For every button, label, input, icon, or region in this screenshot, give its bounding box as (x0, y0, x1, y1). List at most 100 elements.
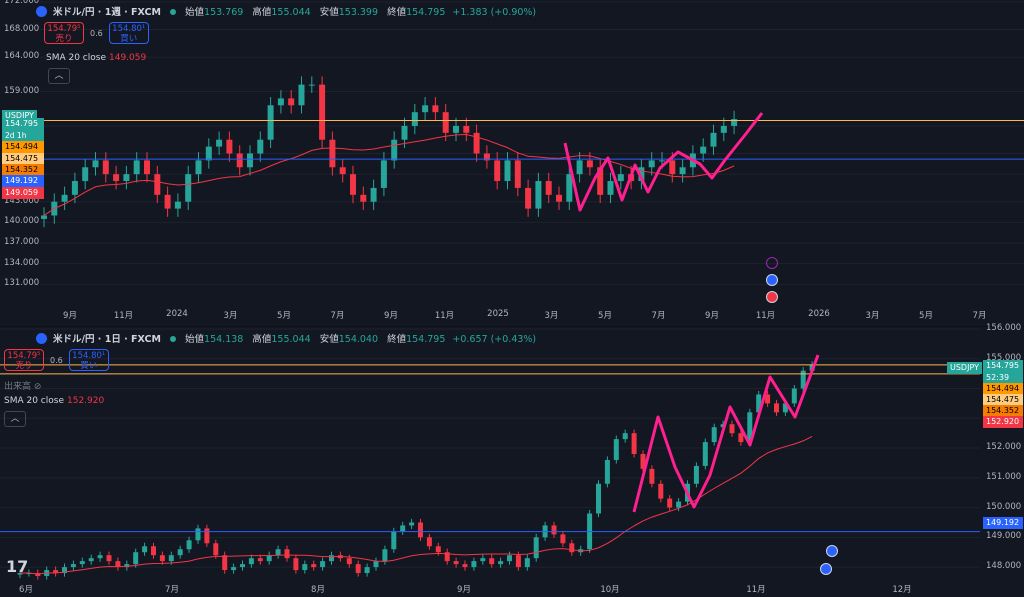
candle-body (489, 558, 495, 565)
candle-body (82, 167, 89, 182)
market-open-icon (170, 9, 176, 15)
candle-body (560, 534, 566, 544)
daily-sell-button[interactable]: 154.79⁵ 売り (4, 349, 44, 371)
candle-body (418, 522, 423, 538)
x-tick-label: 8月 (311, 585, 325, 595)
candle-body (494, 160, 501, 182)
candle-body (97, 555, 103, 559)
x-tick-label: 7月 (165, 585, 179, 595)
x-tick-label: 3月 (223, 311, 238, 321)
daily-symbol-title[interactable]: 米ドル/円 · 1日 · FXCM (53, 334, 161, 345)
candle-body (373, 561, 379, 568)
x-tick-label: 9月 (705, 311, 719, 321)
candle-body (320, 561, 326, 568)
candle-body (747, 412, 753, 443)
x-tick-label: 9月 (457, 585, 471, 595)
candle-body (370, 187, 377, 202)
y-tick-label: 143.000 (4, 195, 40, 206)
x-tick-label: 6月 (19, 585, 33, 595)
market-open-icon (170, 336, 176, 342)
candle-body (213, 543, 219, 556)
us-flag-event-icon[interactable] (826, 545, 838, 557)
candle-body (669, 160, 676, 175)
eye-off-icon[interactable]: ⊘ (33, 382, 42, 392)
daily-high-label: 高値 (252, 334, 272, 345)
weekly-trade-buttons: 154.79⁵ 売り 0.6 154.80¹ 買い (44, 22, 149, 44)
weekly-tag-154352: 154.352 (2, 164, 44, 176)
candle-body (360, 194, 367, 202)
us-flag-event-icon[interactable] (766, 274, 778, 286)
candle-body (133, 160, 140, 175)
candle-body (133, 552, 139, 565)
candle-body (319, 84, 326, 140)
daily-open: 154.138 (204, 334, 244, 345)
candle-body (391, 531, 397, 550)
daily-change: +0.657 (+0.43%) (452, 334, 537, 345)
candle-body (432, 105, 439, 113)
candle-body (329, 555, 334, 562)
candle-body (298, 84, 305, 106)
y-tick-label: 168.000 (4, 23, 40, 34)
daily-close-label: 終値 (387, 334, 407, 345)
candle-body (667, 498, 673, 508)
candle-body (471, 561, 477, 568)
daily-buy-button[interactable]: 154.80¹ 買い (68, 349, 109, 371)
y-tick-label: 134.000 (4, 257, 40, 268)
daily-collapse-button[interactable]: ︿ (4, 411, 26, 427)
y-tick-label: 155.000 (986, 352, 1022, 363)
candle-body (124, 564, 130, 568)
weekly-collapse-button[interactable]: ︿ (48, 68, 70, 84)
us-flag-event-icon[interactable] (820, 563, 832, 575)
daily-chart-canvas[interactable] (0, 327, 1024, 597)
x-tick-label: 5月 (919, 311, 933, 321)
x-tick-label: 12月 (892, 585, 912, 595)
candle-body (400, 525, 406, 532)
candle-body (266, 555, 272, 562)
candle-body (185, 174, 192, 202)
candle-body (791, 388, 797, 404)
candle-body (339, 167, 346, 175)
candle-body (411, 112, 418, 126)
volume-indicator-label[interactable]: 出来高 ⊘ (4, 379, 41, 392)
candle-body (631, 433, 637, 454)
candle-body (700, 146, 707, 154)
weekly-symbol-title[interactable]: 米ドル/円 · 1週 · FXCM (53, 7, 161, 18)
candle-body (61, 194, 68, 202)
candle-body (658, 483, 664, 499)
weekly-sell-button[interactable]: 154.79⁵ 売り (44, 22, 84, 44)
weekly-tag-149192: 149.192 (2, 175, 44, 187)
candle-body (195, 528, 201, 541)
weekly-chart-pane[interactable]: 米ドル/円 · 1週 · FXCM 始値153.769 高値155.044 安値… (0, 0, 1024, 326)
daily-tag-154475: 154.475 (983, 394, 1023, 406)
x-tick-label: 2026 (808, 309, 830, 319)
candle-body (613, 439, 619, 460)
candle-body (308, 84, 315, 86)
weekly-countdown: 2d 1h (2, 130, 44, 142)
lightning-event-icon[interactable] (766, 257, 778, 269)
weekly-sma-legend[interactable]: SMA 20 close 149.059 (46, 53, 146, 63)
daily-buy-label: 買い (80, 361, 98, 371)
daily-sell-price: 154.79⁵ (7, 351, 41, 361)
candle-body (62, 567, 67, 574)
daily-sma-legend[interactable]: SMA 20 close 152.920 (4, 396, 104, 406)
us-flag-icon (36, 333, 47, 344)
pattern-drawing (563, 112, 764, 212)
x-tick-label: 7月 (651, 311, 666, 321)
candle-body (765, 394, 771, 404)
candle-body (257, 139, 264, 154)
weekly-low: 153.399 (338, 7, 379, 18)
candle-body (622, 433, 628, 440)
candle-body (597, 167, 604, 195)
candle-body (302, 564, 308, 571)
candle-body (247, 153, 253, 168)
candle-body (435, 546, 441, 553)
weekly-buy-button[interactable]: 154.80¹ 買い (108, 22, 149, 44)
daily-spread: 0.6 (50, 355, 63, 365)
weekly-chart-canvas[interactable] (0, 0, 1024, 326)
y-tick-label: 152.000 (986, 442, 1022, 453)
daily-chart-pane[interactable]: 米ドル/円 · 1日 · FXCM 始値154.138 高値155.044 安値… (0, 323, 1024, 597)
candle-body (257, 558, 263, 562)
tradingview-logo-icon[interactable]: 𝟭𝟳 (6, 557, 29, 576)
candle-body (504, 160, 511, 182)
jp-flag-event-icon[interactable] (766, 291, 778, 303)
